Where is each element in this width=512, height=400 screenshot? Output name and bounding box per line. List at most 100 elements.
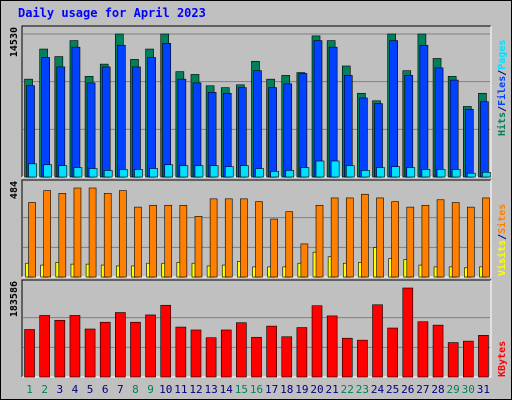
sites-bar-day-30 — [467, 206, 475, 278]
sites-bar-day-18 — [285, 211, 294, 278]
files-bar-day-25 — [389, 40, 398, 178]
kbytes-bar-day-22 — [341, 337, 353, 378]
x-tick-label-day-6: 6 — [102, 383, 109, 396]
x-tick-label-day-4: 4 — [72, 383, 79, 396]
x-tick-label-day-15: 15 — [235, 383, 248, 396]
pages-bar-day-6 — [103, 170, 113, 178]
kbytes-bar-day-16 — [251, 336, 262, 378]
sites-bar-day-20 — [315, 204, 324, 278]
kbytes-bar-day-21 — [326, 315, 338, 378]
sites-bar-day-3 — [58, 193, 67, 278]
panel-2-shadow — [21, 279, 491, 377]
files-bar-day-30 — [465, 108, 474, 178]
files-bar-day-20 — [313, 40, 323, 178]
files-bar-day-1 — [26, 85, 35, 178]
series-label-visits-sites: Visits/Sites — [496, 204, 508, 276]
x-tick-label-day-10: 10 — [159, 383, 172, 396]
x-tick-label-day-27: 27 — [416, 383, 429, 396]
pages-bar-day-3 — [58, 165, 68, 178]
kbytes-bar-day-8 — [130, 321, 141, 378]
kbytes-bar-day-10 — [160, 304, 172, 378]
sites-bar-day-10 — [164, 204, 173, 278]
files-bar-day-15 — [238, 87, 247, 178]
kbytes-bar-day-13 — [205, 337, 217, 378]
kbytes-bar-day-19 — [296, 327, 308, 378]
sites-bar-day-21 — [330, 197, 339, 278]
sites-bar-day-16 — [255, 201, 263, 278]
files-bar-day-9 — [147, 57, 156, 178]
panel-1-shadow — [21, 179, 491, 277]
x-tick-label-day-9: 9 — [147, 383, 154, 396]
x-tick-label-day-8: 8 — [132, 383, 139, 396]
files-bar-day-13 — [207, 92, 217, 178]
pages-bar-day-15 — [240, 165, 249, 178]
x-tick-label-day-2: 2 — [41, 383, 48, 396]
y-tick-labels: 14530 484 183586 — [9, 27, 20, 317]
y-max-label: 14530 — [9, 27, 20, 57]
pages-bar-day-13 — [209, 165, 219, 178]
sites-bar-day-12 — [194, 216, 203, 278]
files-bar-day-11 — [177, 78, 187, 178]
pages-bar-day-4 — [73, 167, 83, 178]
x-tick-label-day-24: 24 — [371, 383, 385, 396]
sites-bar-day-28 — [436, 199, 445, 278]
sites-bar-day-25 — [391, 201, 399, 278]
x-tick-label-day-21: 21 — [326, 383, 339, 396]
sites-bar-day-5 — [88, 187, 97, 278]
kbytes-bar-day-1 — [24, 329, 35, 378]
kbytes-bar-day-26 — [402, 287, 414, 378]
pages-bar-day-17 — [270, 171, 279, 178]
kbytes-bar-day-29 — [447, 342, 459, 378]
sites-bar-day-7 — [119, 190, 127, 278]
pages-bar-day-31 — [482, 171, 491, 178]
sites-bar-day-23 — [361, 193, 369, 278]
x-tick-label-day-30: 30 — [462, 383, 475, 396]
sites-bar-day-24 — [376, 197, 384, 278]
kbytes-bar-day-25 — [387, 327, 398, 378]
files-bar-day-12 — [192, 82, 202, 178]
files-bar-day-2 — [41, 57, 50, 178]
sites-bar-day-1 — [28, 202, 36, 278]
files-bar-day-16 — [253, 70, 262, 178]
pages-bar-day-21 — [330, 160, 340, 178]
kbytes-bar-day-15 — [236, 322, 247, 378]
files-bar-day-17 — [268, 87, 277, 178]
sites-bar-day-29 — [451, 202, 460, 278]
sites-bar-day-22 — [345, 197, 354, 278]
kbytes-bar-day-6 — [99, 321, 111, 378]
files-bar-day-8 — [132, 66, 141, 178]
kbytes-bar-day-9 — [145, 314, 156, 378]
pages-bar-day-8 — [134, 169, 143, 178]
files-bar-day-26 — [404, 75, 414, 178]
sites-bar-day-31 — [482, 197, 490, 278]
pages-bar-day-22 — [345, 165, 355, 178]
files-bar-day-10 — [162, 43, 172, 178]
kbytes-bar-day-30 — [463, 340, 474, 378]
x-tick-label-day-26: 26 — [401, 383, 414, 396]
kbytes-bar-day-14 — [220, 329, 232, 378]
kbytes-bar-day-31 — [478, 335, 489, 378]
pages-bar-day-19 — [300, 167, 310, 178]
files-bar-day-27 — [419, 44, 429, 178]
y-max-label: 484 — [9, 181, 20, 199]
kbytes-bar-day-24 — [372, 304, 383, 378]
pages-bar-day-2 — [43, 164, 52, 178]
files-bar-day-29 — [449, 79, 459, 178]
x-tick-label-day-18: 18 — [280, 383, 293, 396]
pages-bar-day-14 — [224, 166, 234, 178]
series-labels: Hits/Files/Pages Visits/Sites KBytes — [496, 40, 508, 377]
bars-layer — [24, 33, 491, 378]
files-bar-day-23 — [359, 97, 368, 178]
pages-bar-day-9 — [149, 168, 158, 178]
kbytes-bar-day-2 — [39, 315, 50, 378]
kbytes-bar-day-3 — [54, 319, 66, 378]
files-bar-day-3 — [56, 66, 66, 178]
x-tick-label-day-5: 5 — [87, 383, 94, 396]
pages-bar-day-24 — [376, 167, 385, 178]
pages-bar-day-30 — [467, 172, 476, 178]
pages-bar-day-29 — [451, 169, 461, 178]
kbytes-bar-day-12 — [190, 329, 202, 378]
x-tick-label-day-19: 19 — [295, 383, 308, 396]
x-tick-label-day-29: 29 — [447, 383, 460, 396]
x-tick-label-day-3: 3 — [57, 383, 64, 396]
